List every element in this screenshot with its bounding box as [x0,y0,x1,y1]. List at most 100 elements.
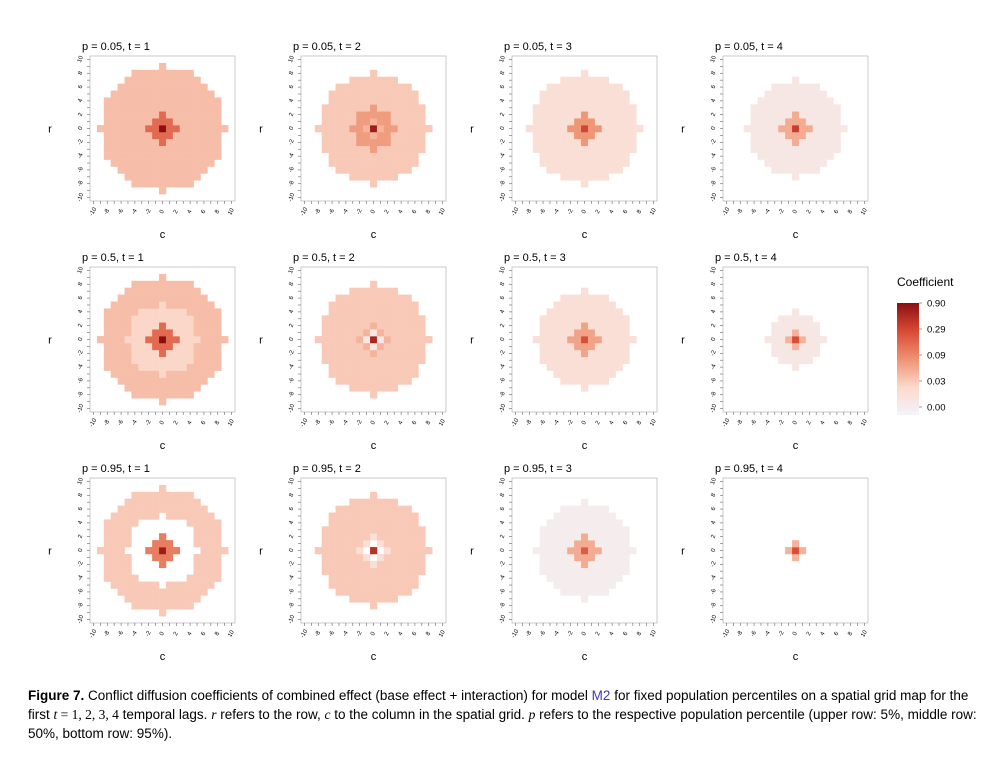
heatmap-cell [117,329,125,337]
heatmap-cell [390,567,398,575]
heatmap-cell [159,287,167,295]
heatmap-cell [165,498,174,506]
heatmap-cell [594,342,603,351]
heatmap-cell [131,336,139,344]
heatmap-cell [356,159,364,167]
heatmap-cell [587,547,596,555]
heatmap-cell [328,370,336,378]
y-tick-label: 2 [711,111,718,117]
heatmap-cell [193,111,201,119]
heatmap-cell [567,370,575,378]
heatmap-cell [103,519,112,527]
heatmap-cell [411,540,419,548]
heatmap-cell [560,377,568,385]
heatmap-cell [200,505,208,513]
heatmap-cell [328,519,336,527]
heatmap-cell [328,342,336,351]
heatmap-cell [186,131,194,140]
heatmap-cell [594,138,603,147]
heatmap-cell [805,90,814,98]
heatmap-cell [601,342,609,351]
heatmap-cell [581,336,589,344]
heatmap-cell [376,308,385,316]
heatmap-cell [131,152,139,160]
heatmap-cell [546,152,554,160]
panel-title: p = 0.05, t = 2 [293,41,361,53]
x-tick-label: -4 [553,419,561,427]
heatmap-cell [574,125,582,133]
heatmap-cell [553,581,561,589]
heatmap-cell [117,512,125,520]
heatmap-cell [207,111,215,119]
heatmap-cell [411,111,419,119]
x-tick-label: 8 [214,419,221,425]
y-tick-label: -10 [710,192,719,203]
heatmap-cell [335,125,343,133]
heatmap-cell [370,574,378,582]
y-tick-label: 4 [500,520,507,526]
heatmap-cell [200,512,208,520]
heatmap-cell [103,540,112,548]
heatmap-cell [574,588,582,596]
y-tick-label: -10 [288,403,297,414]
heatmap-cell [539,356,547,364]
heatmap-cell [349,581,357,589]
heatmap-cell [601,166,609,174]
heatmap-cell [356,90,364,98]
heatmap-cell [539,159,547,167]
heatmap-cell [179,180,187,188]
heatmap-cell [546,159,554,167]
heatmap-cell [342,152,350,160]
heatmap-cell [321,342,329,351]
heatmap-cell [124,111,132,119]
heatmap-cell [159,370,167,378]
heatmap-cell [629,138,637,147]
heatmap-cell [771,90,779,98]
x-tick-label: 8 [847,208,854,214]
heatmap-cell [778,159,786,167]
heatmap-cell [193,159,201,167]
heatmap-cell [159,484,167,493]
heatmap-cell [581,83,589,91]
x-tick-label: -4 [131,630,139,638]
heatmap-cell [792,329,800,337]
x-tick-label: 10 [438,207,447,216]
heatmap-cell [560,83,568,91]
heatmap-cell [328,547,336,555]
heatmap-cell [349,595,357,603]
heatmap-cell [138,97,146,105]
heatmap-cell [778,83,786,91]
heatmap-cell [553,322,561,330]
heatmap-cell [397,125,405,133]
heatmap-cell [553,125,561,133]
heatmap-cell [207,519,215,527]
heatmap-cell [798,159,807,167]
x-tick-label: -10 [300,628,310,639]
heatmap-cell [193,131,201,140]
heatmap-cell [390,315,398,323]
heatmap-cell [349,118,357,126]
heatmap-cell [321,540,329,548]
heatmap-cell [594,329,603,337]
heatmap-cell [200,118,208,126]
model-link[interactable]: M2 [591,688,611,703]
heatmap-cell [560,118,568,126]
heatmap-cell [792,90,800,98]
heatmap-cell [560,125,568,133]
heatmap-cell [601,173,609,181]
heatmap-cell [186,349,194,358]
heatmap-cell [539,349,547,358]
heatmap-cell [764,111,772,119]
heatmap-cell [165,76,174,84]
heatmap-cell [608,356,616,364]
y-tick-label: -6 [499,377,507,385]
heatmap-cell [819,145,827,153]
heatmap-cell [131,391,139,399]
heatmap-cell [186,370,194,378]
heatmap-cell [172,118,181,126]
heatmap-cell [335,519,343,527]
heatmap-cell [363,498,371,506]
heatmap-cell [581,574,589,582]
heatmap-cell [812,322,820,330]
